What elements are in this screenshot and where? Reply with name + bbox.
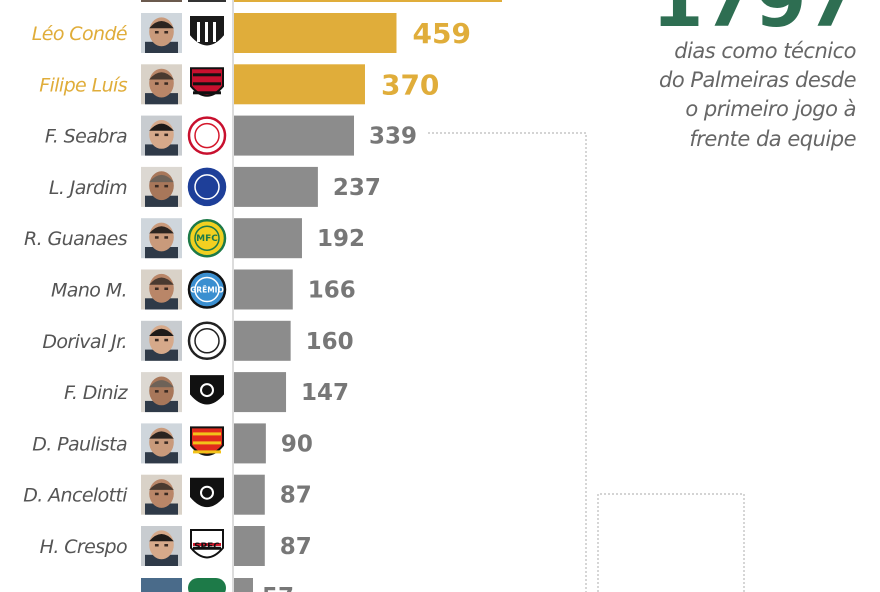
coach-name-label: R. Guanaes xyxy=(24,228,128,250)
bar-value-label: 370 xyxy=(381,68,439,101)
coach-photo xyxy=(141,320,182,361)
tenure-bar xyxy=(234,64,365,105)
corinthians-crest-icon xyxy=(187,321,227,361)
club-badge-text: MFC xyxy=(196,234,218,244)
coach-photo xyxy=(141,115,182,156)
bar-value-label: 459 xyxy=(412,17,470,50)
bar-value-label: 87 xyxy=(280,534,312,560)
club-badge-text: SPFC xyxy=(194,542,220,552)
cropped-bottom-value: 57 xyxy=(262,584,294,592)
vasco-crest-icon xyxy=(190,375,224,405)
coach-row: Filipe Luís 370 xyxy=(39,64,439,105)
coach-photo xyxy=(141,423,182,464)
coach-row: F. Seabra 339 xyxy=(45,115,417,156)
sport-crest-icon xyxy=(190,426,224,456)
bar-value-label: 339 xyxy=(369,124,417,150)
coach-row: F. Diniz 147 xyxy=(64,372,349,413)
tenure-bar xyxy=(234,423,266,464)
coach-row: H. Crespo SPFC 87 xyxy=(40,526,312,566)
featured-caption-line-1: dias como técnico xyxy=(674,39,856,63)
cropped-bottom-photo xyxy=(141,578,182,592)
coach-name-label: H. Crespo xyxy=(40,536,127,558)
cropped-top-crest xyxy=(188,0,226,2)
coach-photo xyxy=(141,166,182,207)
bar-value-label: 90 xyxy=(281,431,313,457)
bar-value-label: 237 xyxy=(333,175,381,201)
coach-row: D. Paulista 90 xyxy=(32,423,313,464)
coach-row: Léo Condé 459 xyxy=(32,13,471,53)
coach-name-label: Léo Condé xyxy=(32,23,127,45)
tenure-bar xyxy=(234,526,265,566)
coach-name-label: Dorival Jr. xyxy=(42,331,127,353)
featured-caption-line-3: o primeiro jogo à xyxy=(685,97,856,121)
sao-paulo-crest-icon: SPFC xyxy=(190,529,224,559)
leader-line xyxy=(597,493,745,592)
coach-photo xyxy=(141,218,182,259)
tenure-bar xyxy=(234,320,291,361)
coach-name-label: F. Seabra xyxy=(45,126,127,148)
coach-photo xyxy=(141,474,182,515)
tenure-bar xyxy=(234,474,265,515)
coach-photo xyxy=(141,64,182,105)
red-bull-bragantino-crest-icon xyxy=(187,116,227,155)
botafogo-crest-icon xyxy=(190,477,224,508)
gremio-crest-icon: GRÊMIO xyxy=(187,270,227,309)
bar-value-label: 166 xyxy=(308,278,356,304)
coach-row: L. Jardim 237 xyxy=(49,166,381,207)
coach-row: R. Guanaes MFC 192 xyxy=(24,218,365,259)
mirassol-crest-icon: MFC xyxy=(187,218,227,258)
coach-row: D. Ancelotti 87 xyxy=(23,474,312,515)
bar-value-label: 192 xyxy=(317,226,365,252)
cropped-top-bar xyxy=(234,0,502,2)
flamengo-crest-icon xyxy=(190,67,224,97)
coach-row: Mano M. GRÊMIO 166 xyxy=(51,269,356,310)
coach-name-label: F. Diniz xyxy=(64,382,129,404)
tenure-bar xyxy=(234,166,318,207)
coach-row: Dorival Jr. 160 xyxy=(42,320,354,361)
featured-number: 1797 xyxy=(652,0,858,44)
cropped-bottom-crest xyxy=(188,578,226,592)
tenure-bar xyxy=(234,13,397,53)
coach-photo xyxy=(141,13,182,53)
cropped-bottom-bar xyxy=(234,578,253,592)
ceara-crest-icon xyxy=(190,16,224,46)
featured-caption-line-2: do Palmeiras desde xyxy=(659,68,856,92)
coach-name-label: Filipe Luís xyxy=(39,74,127,96)
tenure-bar xyxy=(234,269,293,310)
tenure-bar xyxy=(234,218,302,259)
bar-value-label: 147 xyxy=(301,380,349,406)
featured-caption-line-4: frente da equipe xyxy=(689,127,856,151)
club-badge-text: GRÊMIO xyxy=(190,286,224,295)
bar-value-label: 87 xyxy=(280,483,312,509)
coach-name-label: D. Ancelotti xyxy=(23,485,128,507)
tenure-bar xyxy=(234,372,287,413)
coach-photo xyxy=(141,372,182,413)
cropped-top-photo xyxy=(141,0,182,2)
coach-name-label: D. Paulista xyxy=(32,433,127,455)
tenure-bar xyxy=(234,115,355,156)
coach-name-label: Mano M. xyxy=(51,280,127,302)
cruzeiro-crest-icon xyxy=(187,167,227,207)
coach-photo xyxy=(141,269,182,310)
coach-name-label: L. Jardim xyxy=(49,177,127,199)
coach-photo xyxy=(141,526,182,566)
leader-line xyxy=(428,132,587,592)
bar-value-label: 160 xyxy=(306,329,354,355)
